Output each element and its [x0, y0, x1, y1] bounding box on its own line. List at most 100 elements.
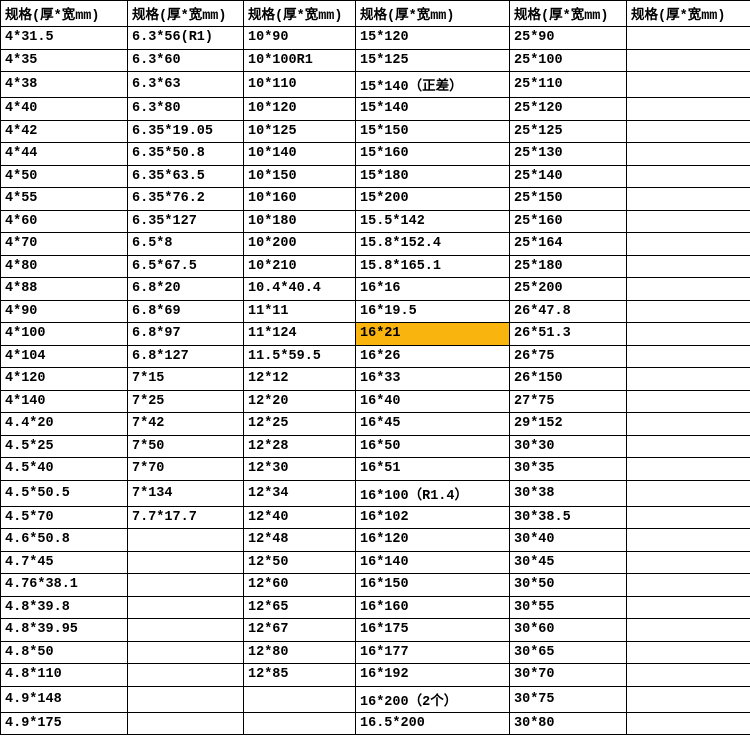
table-cell: [627, 165, 750, 188]
table-cell: 4*100: [1, 323, 128, 346]
table-cell: 10*140: [244, 143, 356, 166]
table-cell: 4.8*39.95: [1, 619, 128, 642]
table-cell: 12*34: [244, 480, 356, 506]
table-row: 4*706.5*810*20015.8*152.425*164: [1, 233, 750, 256]
table-row: 4*1407*2512*2016*4027*75: [1, 390, 750, 413]
table-cell: 4.8*110: [1, 664, 128, 687]
table-cell: 30*50: [510, 574, 627, 597]
table-cell: 16*51: [356, 458, 510, 481]
table-cell: [627, 210, 750, 233]
table-cell: 10*210: [244, 255, 356, 278]
table-cell: 16*200（2个）: [356, 686, 510, 712]
table-cell: 30*55: [510, 596, 627, 619]
table-row: 4.6*50.812*4816*12030*40: [1, 529, 750, 552]
table-cell: 4*80: [1, 255, 128, 278]
table-cell: 16*33: [356, 368, 510, 391]
table-cell: 26*51.3: [510, 323, 627, 346]
table-cell: 10*100R1: [244, 49, 356, 72]
table-cell: 4*31.5: [1, 27, 128, 50]
table-cell: 30*38: [510, 480, 627, 506]
table-cell: 25*100: [510, 49, 627, 72]
table-cell: 25*140: [510, 165, 627, 188]
table-cell: 12*40: [244, 506, 356, 529]
table-cell: 12*67: [244, 619, 356, 642]
table-cell: [627, 120, 750, 143]
table-cell: 10*110: [244, 72, 356, 98]
table-cell: 6.8*20: [128, 278, 244, 301]
table-cell: 30*80: [510, 712, 627, 735]
table-cell: 7*50: [128, 435, 244, 458]
col-header: 规格(厚*宽mm): [510, 1, 627, 27]
table-cell: 30*30: [510, 435, 627, 458]
table-cell: 25*130: [510, 143, 627, 166]
table-cell: 12*25: [244, 413, 356, 436]
table-row: 4*426.35*19.0510*12515*15025*125: [1, 120, 750, 143]
table-row: 4.8*39.812*6516*16030*55: [1, 596, 750, 619]
table-cell: 16*175: [356, 619, 510, 642]
table-cell: [627, 98, 750, 121]
table-cell: 6.35*19.05: [128, 120, 244, 143]
col-header: 规格(厚*宽mm): [244, 1, 356, 27]
table-cell: 4*70: [1, 233, 128, 256]
table-cell: 25*164: [510, 233, 627, 256]
table-cell: 6.5*67.5: [128, 255, 244, 278]
table-row: 4*446.35*50.810*14015*16025*130: [1, 143, 750, 166]
table-cell: 6.3*56(R1): [128, 27, 244, 50]
table-cell: 12*50: [244, 551, 356, 574]
table-cell: 30*35: [510, 458, 627, 481]
table-cell: [627, 278, 750, 301]
col-header: 规格(厚*宽mm): [627, 1, 750, 27]
table-row: 4*406.3*8010*12015*14025*120: [1, 98, 750, 121]
table-cell: 15*160: [356, 143, 510, 166]
table-cell: 4*60: [1, 210, 128, 233]
table-cell: 16*19.5: [356, 300, 510, 323]
table-cell: 4.7*45: [1, 551, 128, 574]
table-cell: 26*75: [510, 345, 627, 368]
table-row: 4*356.3*6010*100R115*12525*100: [1, 49, 750, 72]
table-cell: 30*65: [510, 641, 627, 664]
table-cell: 16*40: [356, 390, 510, 413]
table-cell: 4.5*25: [1, 435, 128, 458]
table-cell: 16*120: [356, 529, 510, 552]
table-cell: 4*35: [1, 49, 128, 72]
table-cell: 12*12: [244, 368, 356, 391]
table-cell: 16*21: [356, 323, 510, 346]
table-cell: 4.76*38.1: [1, 574, 128, 597]
table-cell: [627, 480, 750, 506]
table-cell: 4.5*70: [1, 506, 128, 529]
table-cell: 6.3*80: [128, 98, 244, 121]
table-row: 4*1046.8*12711.5*59.516*2626*75: [1, 345, 750, 368]
table-cell: [627, 641, 750, 664]
table-cell: 16*177: [356, 641, 510, 664]
table-cell: 11*11: [244, 300, 356, 323]
table-cell: [128, 712, 244, 735]
table-cell: [627, 413, 750, 436]
table-cell: 16*150: [356, 574, 510, 597]
table-cell: 4*44: [1, 143, 128, 166]
table-cell: 4*50: [1, 165, 128, 188]
table-cell: 25*150: [510, 188, 627, 211]
table-cell: [128, 641, 244, 664]
table-cell: 15*180: [356, 165, 510, 188]
table-cell: 25*160: [510, 210, 627, 233]
table-row: 4.5*50.57*13412*3416*100（R1.4）30*38: [1, 480, 750, 506]
table-row: 4.9*14816*200（2个）30*75: [1, 686, 750, 712]
table-cell: 25*110: [510, 72, 627, 98]
table-cell: [627, 686, 750, 712]
table-cell: [627, 712, 750, 735]
table-row: 4*886.8*2010.4*40.416*1625*200: [1, 278, 750, 301]
table-cell: 30*70: [510, 664, 627, 687]
table-cell: 30*75: [510, 686, 627, 712]
table-row: 4*606.35*12710*18015.5*14225*160: [1, 210, 750, 233]
table-cell: 16*102: [356, 506, 510, 529]
table-cell: 15*140: [356, 98, 510, 121]
table-cell: 11.5*59.5: [244, 345, 356, 368]
table-cell: 16*192: [356, 664, 510, 687]
table-cell: 4.6*50.8: [1, 529, 128, 552]
table-cell: 16*45: [356, 413, 510, 436]
table-cell: 10*90: [244, 27, 356, 50]
table-cell: 10*125: [244, 120, 356, 143]
table-cell: [627, 551, 750, 574]
table-cell: [627, 390, 750, 413]
table-cell: 4*90: [1, 300, 128, 323]
